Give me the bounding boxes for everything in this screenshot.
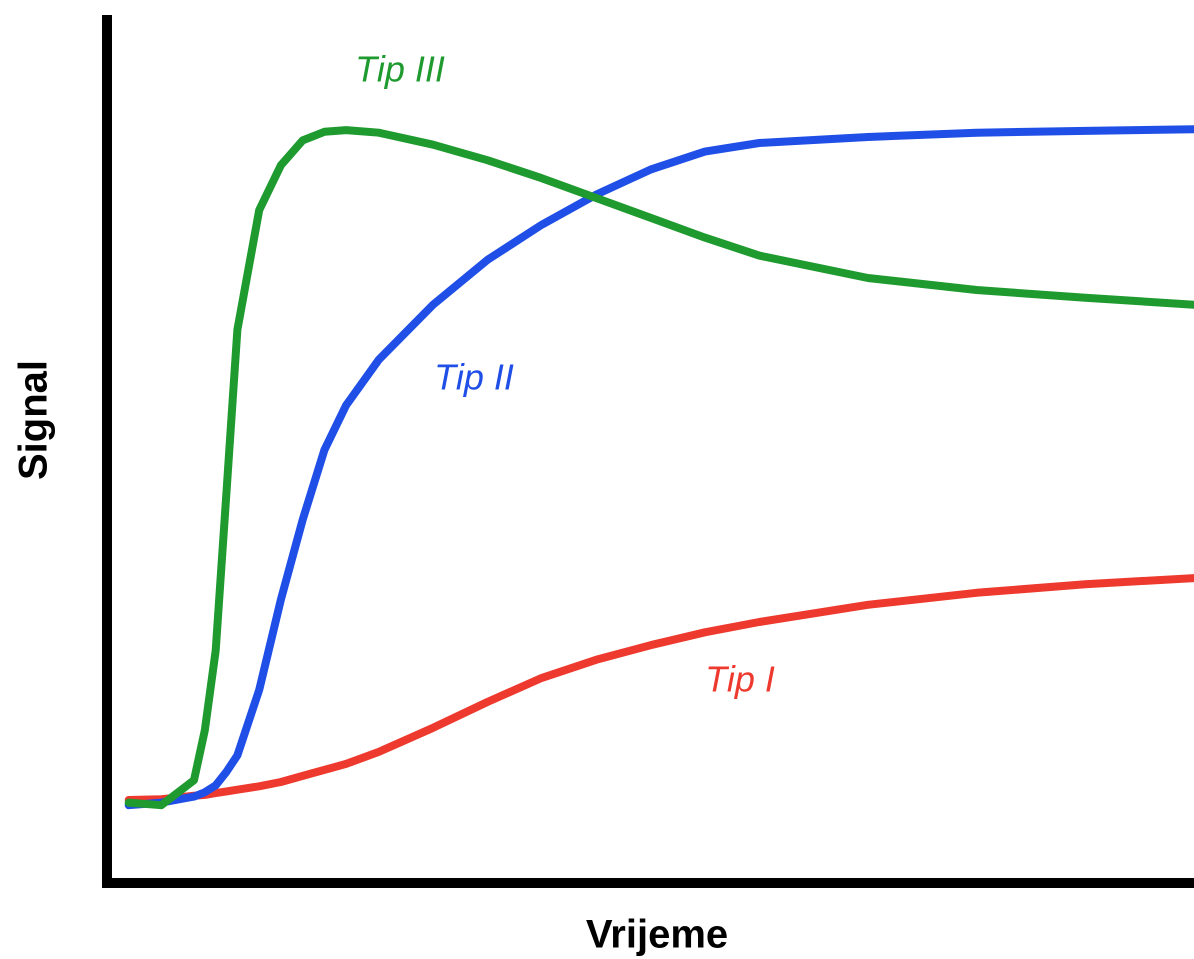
series-line bbox=[124, 126, 1194, 810]
x-axis-title: Vrijeme bbox=[586, 913, 728, 957]
series-label: Tip II bbox=[434, 357, 514, 398]
y-axis-title: Signal bbox=[12, 360, 56, 480]
series-line bbox=[124, 125, 1194, 810]
series-line bbox=[124, 574, 1194, 804]
series-label: Tip III bbox=[355, 49, 445, 90]
series-label: Tip I bbox=[705, 659, 775, 700]
